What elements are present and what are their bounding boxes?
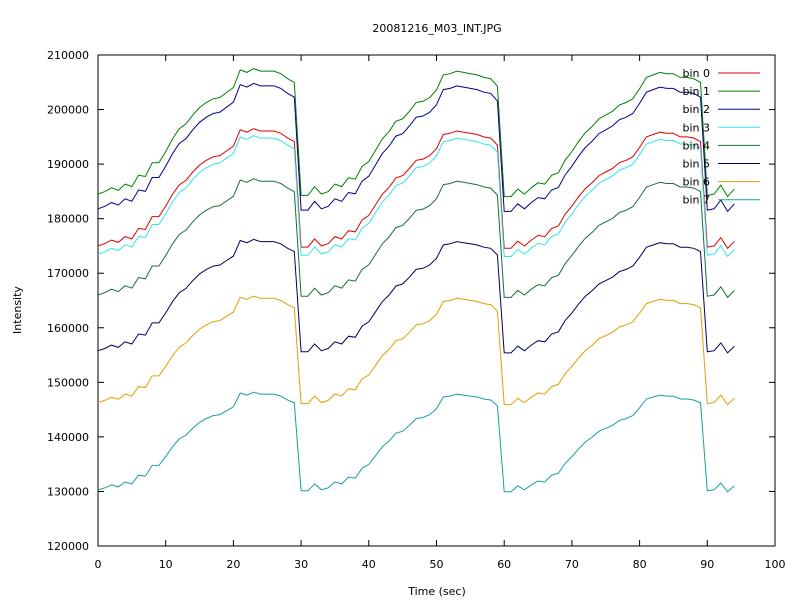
series-line-bin-1 <box>97 68 735 198</box>
x-tick-label: 40 <box>362 558 376 571</box>
y-tick-label: 200000 <box>47 104 89 117</box>
legend-label: bin 2 <box>682 103 710 116</box>
y-tick-label: 170000 <box>47 267 89 280</box>
x-tick-label: 70 <box>565 558 579 571</box>
x-tick-label: 20 <box>226 558 240 571</box>
y-tick-label: 120000 <box>47 540 89 553</box>
y-axis-label: Intensity <box>11 286 24 334</box>
x-axis-label: Time (sec) <box>407 585 466 598</box>
series-line-bin-7 <box>97 391 735 493</box>
legend-label: bin 5 <box>682 158 710 171</box>
y-tick-label: 140000 <box>47 431 89 444</box>
x-tick-label: 30 <box>294 558 308 571</box>
y-tick-label: 210000 <box>47 49 89 62</box>
legend-label: bin 3 <box>682 121 710 134</box>
series-line-bin-3 <box>97 135 735 258</box>
x-tick-label: 10 <box>159 558 173 571</box>
x-tick-label: 90 <box>700 558 714 571</box>
chart-title: 20081216_M03_INT.JPG <box>372 22 501 35</box>
y-tick-label: 150000 <box>47 376 89 389</box>
series-line-bin-6 <box>97 295 735 406</box>
y-tick-label: 180000 <box>47 213 89 226</box>
x-tick-label: 0 <box>95 558 102 571</box>
x-tick-label: 50 <box>430 558 444 571</box>
legend-label: bin 4 <box>682 139 710 152</box>
x-tick-label: 60 <box>497 558 511 571</box>
legend-label: bin 0 <box>682 67 710 80</box>
legend: bin 0 bin 1 bin 2 bin 3 bin 4 bin 5 bin 6 bin 7 <box>682 67 760 207</box>
y-axis: 120000 130000 140000 150000 160000 170000 1800… <box>47 49 775 553</box>
series-line-bin-5 <box>97 238 735 354</box>
series-line-bin-2 <box>97 82 735 213</box>
x-axis: 0 10 20 30 40 50 60 70 80 90 100 <box>95 55 786 571</box>
legend-label: bin 6 <box>682 176 710 189</box>
series-line-bin-0 <box>97 128 735 250</box>
y-tick-label: 190000 <box>47 158 89 171</box>
x-tick-label: 100 <box>765 558 786 571</box>
series-lines <box>97 68 735 493</box>
x-tick-label: 80 <box>633 558 647 571</box>
y-tick-label: 160000 <box>47 322 89 335</box>
y-tick-label: 130000 <box>47 485 89 498</box>
legend-label: bin 1 <box>682 85 710 98</box>
series-line-bin-4 <box>97 178 735 299</box>
legend-label: bin 7 <box>682 194 710 207</box>
